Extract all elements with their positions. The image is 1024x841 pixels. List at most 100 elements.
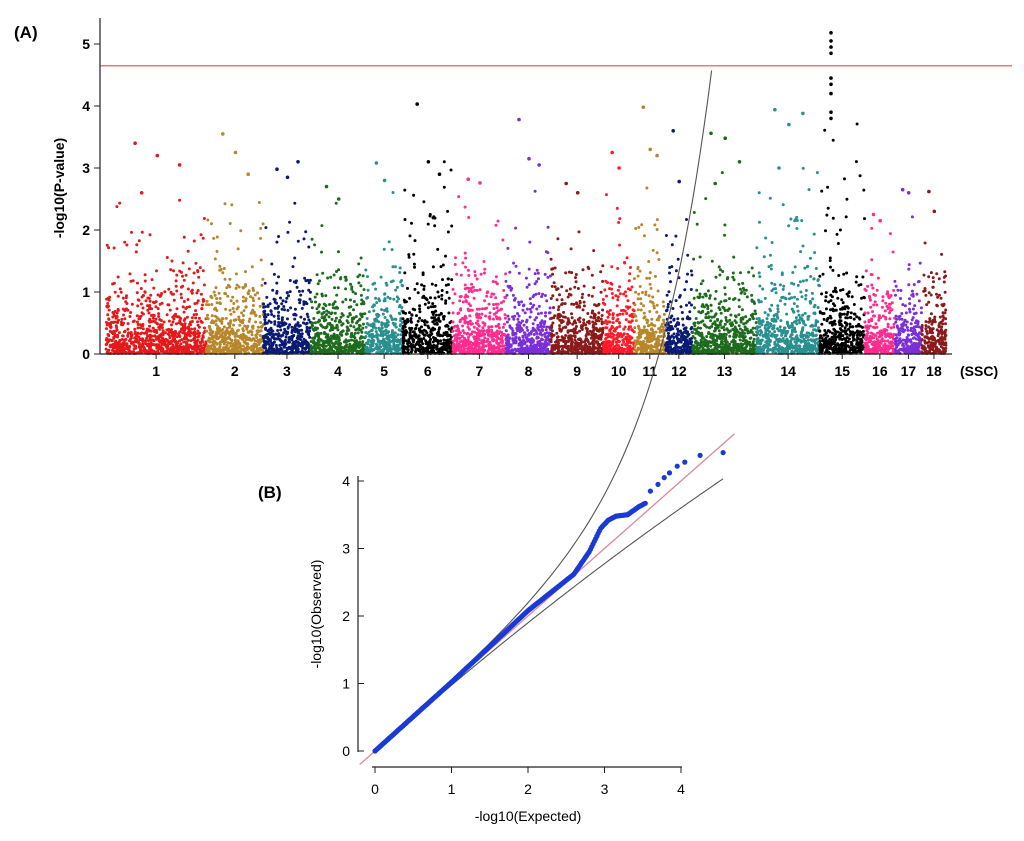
snp-point [211, 342, 215, 346]
snp-point [444, 254, 447, 258]
snp-point [414, 333, 418, 337]
snp-point [286, 317, 289, 321]
snp-point [140, 230, 144, 234]
snp-point [124, 300, 128, 304]
snp-point [578, 347, 582, 350]
snp-point [469, 340, 473, 344]
snp-point [277, 275, 280, 279]
snp-point [146, 304, 149, 308]
snp-point [322, 332, 326, 335]
panel-b-label: (B) [258, 483, 282, 502]
snp-point [450, 224, 454, 228]
snp-point [513, 305, 517, 309]
snp-point [533, 282, 537, 286]
snp-point [608, 308, 612, 312]
snp-point [193, 345, 196, 349]
snp-point [243, 324, 247, 328]
snp-point [346, 327, 350, 331]
snp-point [148, 343, 152, 347]
snp-point [512, 317, 516, 321]
snp-point [407, 255, 411, 259]
snp-point [499, 334, 503, 338]
snp-point [160, 301, 164, 305]
snp-point [423, 323, 427, 327]
snp-point [215, 235, 219, 239]
snp-point [180, 338, 184, 342]
snp-point [150, 307, 154, 311]
snp-point [268, 350, 272, 354]
snp-point [199, 233, 203, 237]
snp-point [569, 334, 572, 338]
snp-point [279, 346, 283, 350]
snp-point [447, 311, 451, 315]
snp-point [539, 325, 543, 328]
chromosome-10-points [601, 150, 636, 355]
snp-point [618, 217, 622, 221]
snp-point [293, 313, 297, 317]
snp-point [418, 337, 422, 341]
snp-point [152, 350, 156, 354]
snp-point [564, 334, 568, 337]
snp-point [373, 303, 376, 307]
snp-point [174, 341, 178, 345]
snp-point [441, 278, 444, 282]
snp-point [617, 347, 621, 351]
snp-point [213, 257, 217, 261]
snp-point [107, 308, 111, 312]
snp-point [501, 238, 505, 242]
snp-point [219, 267, 223, 271]
snp-point [624, 318, 628, 322]
snp-point [630, 336, 634, 340]
snp-point [412, 262, 416, 266]
snp-point [155, 346, 159, 350]
snp-point [403, 320, 407, 324]
snp-point [352, 325, 356, 329]
snp-point [609, 327, 613, 331]
snp-point [305, 321, 309, 325]
snp-point [416, 335, 420, 339]
snp-point [186, 298, 190, 301]
snp-point [440, 297, 444, 301]
snp-point [467, 335, 470, 339]
snp-point [339, 315, 343, 319]
snp-point [383, 297, 387, 301]
snp-point [437, 316, 441, 320]
snp-point [120, 317, 124, 321]
snp-point [339, 320, 342, 324]
snp-point [337, 250, 340, 254]
snp-point [444, 301, 448, 305]
snp-point [143, 347, 146, 351]
snp-point [298, 301, 302, 305]
snp-point [522, 323, 526, 327]
snp-point [536, 325, 540, 329]
snp-point [333, 311, 337, 315]
snp-point [263, 281, 267, 285]
snp-point [285, 291, 289, 295]
snp-point [171, 320, 175, 324]
snp-point [497, 326, 501, 330]
snp-point [514, 332, 518, 335]
snp-point [149, 335, 153, 339]
snp-point [303, 276, 307, 280]
snp-point [262, 334, 266, 338]
snp-point [506, 314, 510, 318]
snp-point [410, 221, 413, 225]
snp-point [545, 299, 549, 303]
snp-point [206, 344, 210, 348]
snp-point [143, 290, 147, 294]
snp-point [540, 333, 544, 337]
snp-point [248, 317, 252, 321]
snp-point [452, 344, 455, 347]
snp-point [106, 302, 110, 305]
snp-point [615, 343, 619, 347]
snp-point [360, 343, 363, 347]
snp-point [492, 303, 496, 306]
snp-point [560, 347, 564, 351]
snp-point [222, 346, 226, 350]
snp-point [655, 310, 659, 314]
snp-point [420, 325, 423, 329]
snp-point [618, 321, 622, 325]
snp-point [306, 332, 310, 336]
snp-point [652, 304, 656, 308]
snp-point [615, 333, 619, 337]
